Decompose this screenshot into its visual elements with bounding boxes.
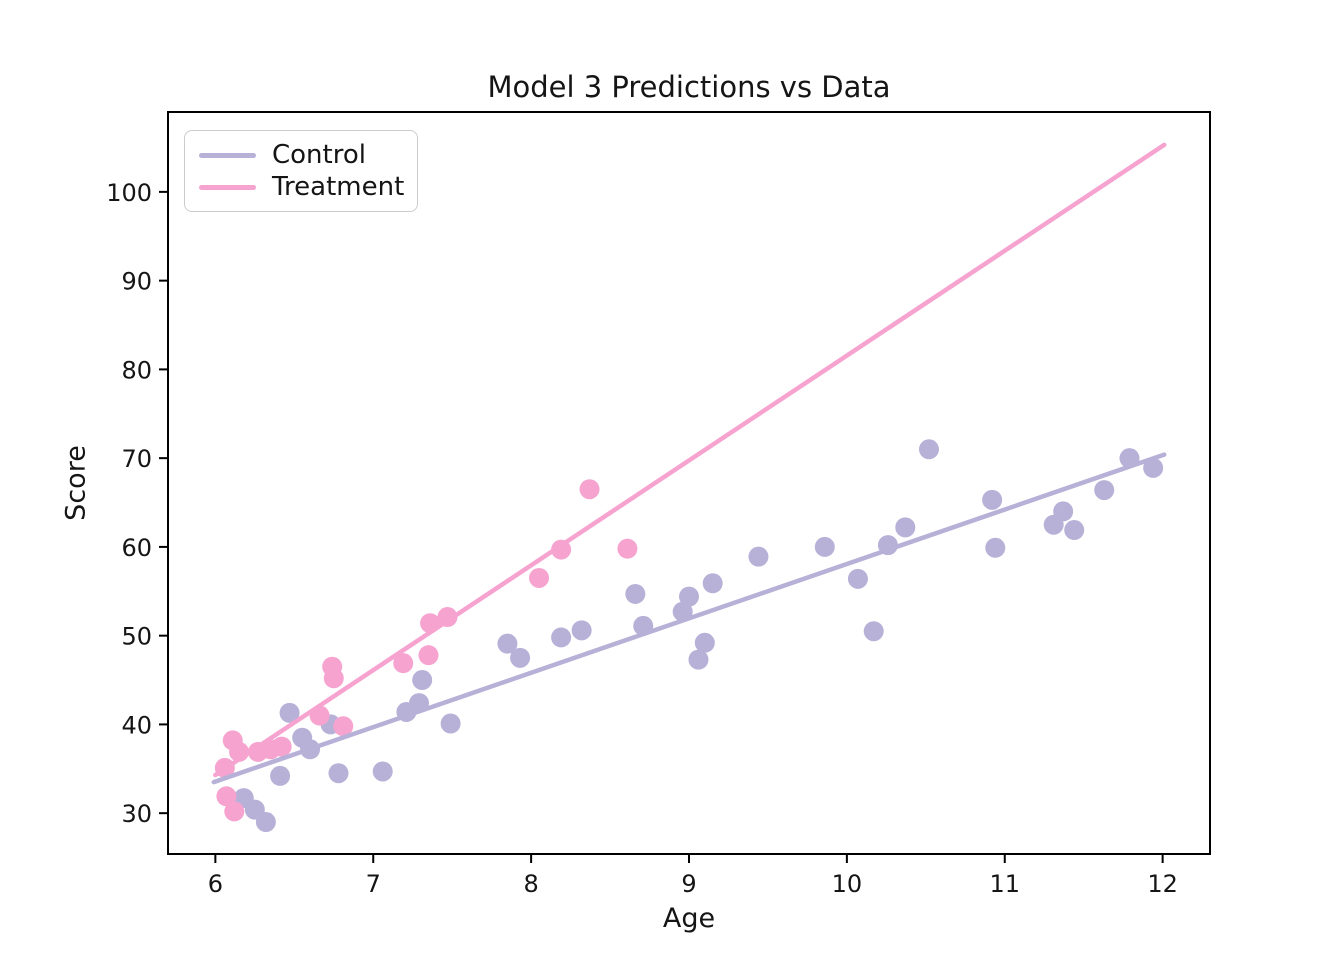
y-tick-label: 60 — [121, 534, 152, 562]
legend: Control Treatment — [184, 130, 418, 212]
treatment-point — [323, 668, 344, 689]
control-point — [694, 632, 715, 653]
control-point — [328, 763, 349, 784]
treatment-point — [418, 645, 439, 666]
treatment-point — [271, 736, 292, 757]
control-point — [1053, 501, 1074, 522]
control-point — [863, 621, 884, 642]
y-tick-label: 40 — [121, 711, 152, 739]
x-tick-label: 12 — [1147, 870, 1178, 898]
x-tick-label: 6 — [208, 870, 223, 898]
legend-label-control: Control — [272, 140, 366, 170]
control-point — [748, 546, 769, 567]
control-point — [847, 568, 868, 589]
treatment-point — [579, 479, 600, 500]
treatment-point — [224, 801, 245, 822]
treatment-point — [529, 567, 550, 588]
x-tick-label: 11 — [989, 870, 1020, 898]
y-tick-label: 90 — [121, 268, 152, 296]
x-tick-label: 8 — [523, 870, 538, 898]
control-point — [551, 627, 572, 648]
control-point — [571, 620, 592, 641]
control-point — [440, 713, 461, 734]
y-tick-label: 100 — [106, 179, 152, 207]
treatment-fit-line — [213, 142, 1167, 778]
x-tick-label: 9 — [681, 870, 696, 898]
y-tick-label: 30 — [121, 800, 152, 828]
control-point — [255, 812, 276, 833]
control-point — [372, 761, 393, 782]
control-point — [688, 649, 709, 670]
y-axis-label: Score — [60, 445, 92, 521]
control-point — [918, 439, 939, 460]
x-tick-label: 10 — [832, 870, 863, 898]
y-tick-label: 70 — [121, 445, 152, 473]
control-point — [625, 583, 646, 604]
legend-item-control: Control — [199, 142, 403, 168]
control-point — [510, 647, 531, 668]
treatment-line-swatch — [199, 184, 256, 190]
treatment-point — [393, 653, 414, 674]
control-point — [279, 702, 300, 723]
y-tick-label: 80 — [121, 356, 152, 384]
control-point — [985, 537, 1006, 558]
treatment-point — [333, 716, 354, 737]
control-point — [702, 573, 723, 594]
control-point — [982, 489, 1003, 510]
x-tick-label: 7 — [366, 870, 381, 898]
control-point — [814, 536, 835, 557]
control-point — [270, 765, 291, 786]
legend-label-treatment: Treatment — [272, 172, 405, 202]
control-point — [895, 517, 916, 538]
control-point — [412, 670, 433, 691]
treatment-point — [216, 786, 237, 807]
control-point — [497, 633, 518, 654]
control-line-swatch — [199, 152, 256, 158]
chart-title: Model 3 Predictions vs Data — [487, 70, 891, 104]
y-tick-label: 50 — [121, 623, 152, 651]
legend-item-treatment: Treatment — [199, 172, 405, 202]
control-point — [679, 586, 699, 607]
x-axis-label: Age — [662, 903, 716, 934]
control-fit-line — [211, 452, 1167, 785]
plot-frame — [167, 111, 1211, 855]
control-point — [1143, 457, 1164, 478]
treatment-point — [617, 538, 638, 559]
control-point — [1094, 480, 1115, 501]
control-point — [1064, 520, 1085, 541]
